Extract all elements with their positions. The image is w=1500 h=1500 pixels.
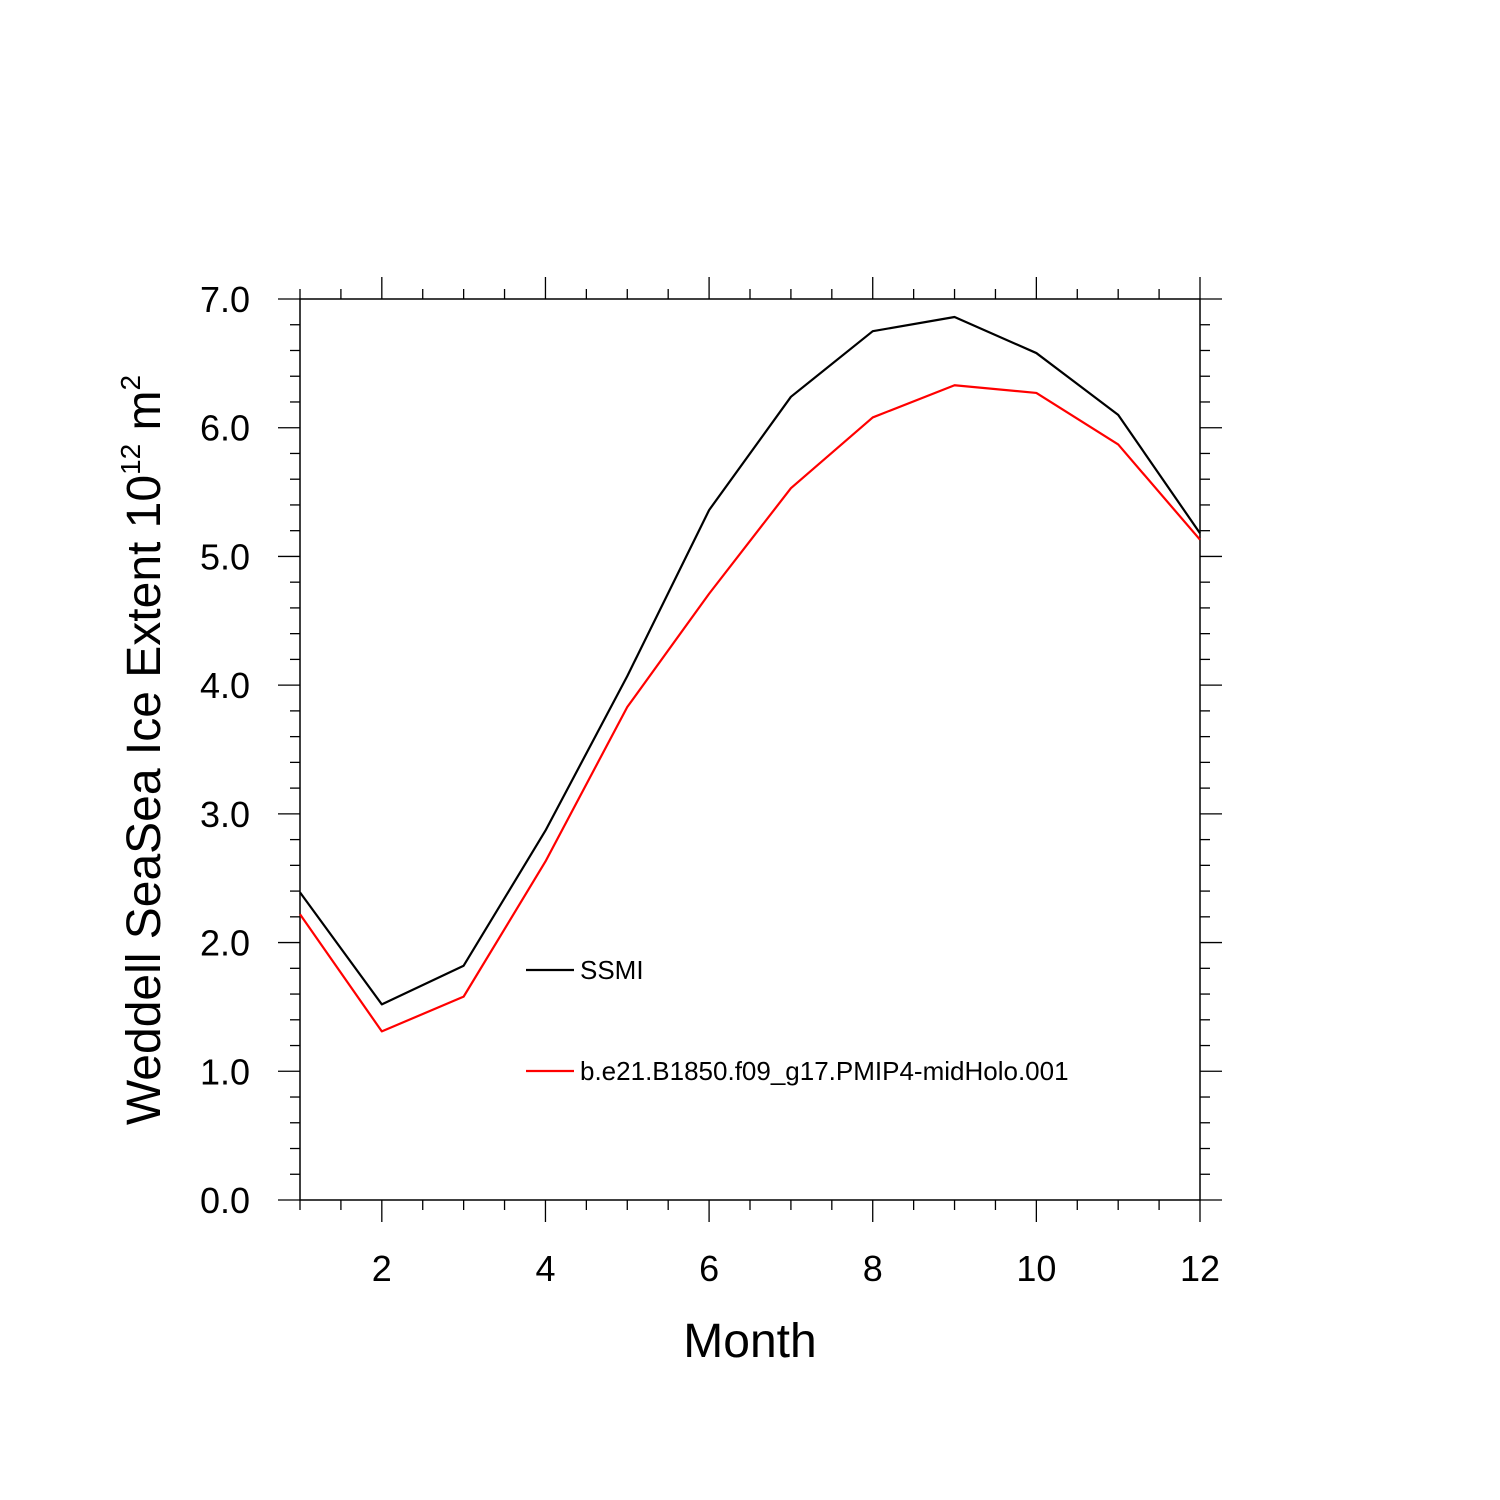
x-tick-label: 12 <box>1180 1248 1220 1289</box>
y-tick-label: 4.0 <box>200 665 250 706</box>
y-axis-label-unit-exponent: 2 <box>115 375 146 391</box>
axis-ticks <box>278 277 1222 1222</box>
series-line-2 <box>299 384 1201 1033</box>
legend: SSMI b.e21.B1850.f09_g17.PMIP4-midHolo.00… <box>526 955 1069 1086</box>
x-axis-label: Month <box>683 1315 816 1368</box>
y-tick-label: 7.0 <box>200 279 250 320</box>
y-tick-label: 1.0 <box>200 1051 250 1092</box>
legend-label: b.e21.B1850.f09_g17.PMIP4-midHolo.001 <box>580 1056 1069 1086</box>
series-line-1 <box>299 315 1201 1006</box>
y-axis-label-exponent: 12 <box>115 444 146 475</box>
y-axis-label-unit: m <box>118 390 171 443</box>
y-axis-label: Weddell SeaSea Ice Extent 1012 m2 <box>115 375 171 1125</box>
series-lines <box>299 315 1201 1033</box>
y-tick-label: 3.0 <box>200 794 250 835</box>
x-tick-label: 6 <box>699 1248 719 1289</box>
x-tick-label: 4 <box>535 1248 555 1289</box>
y-tick-label: 6.0 <box>200 408 250 449</box>
y-tick-label: 5.0 <box>200 536 250 577</box>
x-tick-label: 8 <box>863 1248 883 1289</box>
x-tick-label: 10 <box>1016 1248 1056 1289</box>
y-axis-label-main: Weddell SeaSea Ice Extent 10 <box>118 475 171 1125</box>
y-tick-label: 0.0 <box>200 1180 250 1221</box>
x-tick-label: 2 <box>372 1248 392 1289</box>
y-tick-label: 2.0 <box>200 923 250 964</box>
legend-label: SSMI <box>580 955 644 985</box>
tick-labels: 2 4 6 8 10 12 0.0 1.0 2.0 3.0 4.0 5.0 6.0 7.0 <box>200 279 1220 1289</box>
